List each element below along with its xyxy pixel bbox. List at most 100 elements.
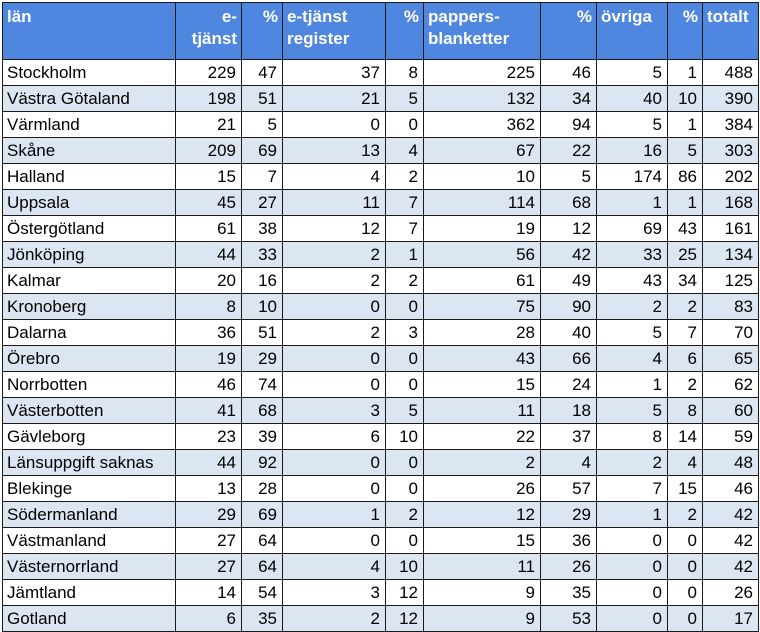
ovriga-pct-cell: 1 bbox=[667, 111, 703, 138]
header-etjanst-register: e-tjänst register bbox=[282, 2, 386, 60]
county-name-cell: Gotland bbox=[2, 605, 176, 632]
county-name-cell: Kronoberg bbox=[2, 293, 176, 320]
ovriga-pct-cell: 0 bbox=[667, 527, 703, 554]
table-row: Stockholm 229 47 37 8 225 46 5 1 488 bbox=[2, 59, 759, 86]
ovriga-pct-cell: 0 bbox=[667, 605, 703, 632]
table-row: Jönköping 44 33 2 1 56 42 33 25 134 bbox=[2, 241, 759, 268]
etjanst-pct-cell: 28 bbox=[241, 475, 283, 502]
ovriga-count-cell: 5 bbox=[596, 319, 668, 346]
ovriga-pct-cell: 25 bbox=[667, 241, 703, 268]
etjanst-pct-cell: 54 bbox=[241, 579, 283, 606]
pappers-count-cell: 12 bbox=[423, 501, 541, 528]
table-row: Västerbotten 41 68 3 5 11 18 5 8 60 bbox=[2, 397, 759, 424]
register-pct-cell: 0 bbox=[385, 449, 424, 476]
etjanst-count-cell: 20 bbox=[175, 267, 242, 294]
register-count-cell: 0 bbox=[282, 527, 386, 554]
pappers-pct-cell: 35 bbox=[540, 579, 597, 606]
pappers-pct-cell: 46 bbox=[540, 59, 597, 86]
pappers-pct-cell: 29 bbox=[540, 501, 597, 528]
county-name-cell: Västerbotten bbox=[2, 397, 176, 424]
register-pct-cell: 2 bbox=[385, 267, 424, 294]
etjanst-pct-cell: 29 bbox=[241, 345, 283, 372]
ovriga-pct-cell: 4 bbox=[667, 449, 703, 476]
register-count-cell: 0 bbox=[282, 345, 386, 372]
total-count-cell: 59 bbox=[702, 423, 759, 450]
etjanst-pct-cell: 27 bbox=[241, 189, 283, 216]
total-count-cell: 125 bbox=[702, 267, 759, 294]
register-pct-cell: 4 bbox=[385, 137, 424, 164]
ovriga-pct-cell: 0 bbox=[667, 579, 703, 606]
etjanst-pct-cell: 47 bbox=[241, 59, 283, 86]
pappers-pct-cell: 40 bbox=[540, 319, 597, 346]
register-pct-cell: 7 bbox=[385, 189, 424, 216]
pappers-pct-cell: 68 bbox=[540, 189, 597, 216]
pappers-count-cell: 75 bbox=[423, 293, 541, 320]
etjanst-count-cell: 8 bbox=[175, 293, 242, 320]
register-pct-cell: 5 bbox=[385, 85, 424, 112]
pappers-count-cell: 28 bbox=[423, 319, 541, 346]
etjanst-pct-cell: 10 bbox=[241, 293, 283, 320]
ovriga-pct-cell: 43 bbox=[667, 215, 703, 242]
total-count-cell: 42 bbox=[702, 553, 759, 580]
pappers-pct-cell: 90 bbox=[540, 293, 597, 320]
ovriga-count-cell: 5 bbox=[596, 111, 668, 138]
header-totalt: totalt bbox=[702, 2, 759, 60]
etjanst-count-cell: 27 bbox=[175, 527, 242, 554]
table-row: Gävleborg 23 39 6 10 22 37 8 14 59 bbox=[2, 423, 759, 450]
etjanst-pct-cell: 51 bbox=[241, 319, 283, 346]
ovriga-count-cell: 33 bbox=[596, 241, 668, 268]
register-count-cell: 2 bbox=[282, 319, 386, 346]
etjanst-count-cell: 198 bbox=[175, 85, 242, 112]
total-count-cell: 48 bbox=[702, 449, 759, 476]
register-pct-cell: 0 bbox=[385, 345, 424, 372]
ovriga-pct-cell: 8 bbox=[667, 397, 703, 424]
etjanst-count-cell: 29 bbox=[175, 501, 242, 528]
pappers-pct-cell: 94 bbox=[540, 111, 597, 138]
total-count-cell: 384 bbox=[702, 111, 759, 138]
table-row: Uppsala 45 27 11 7 114 68 1 1 168 bbox=[2, 189, 759, 216]
register-count-cell: 2 bbox=[282, 605, 386, 632]
etjanst-count-cell: 19 bbox=[175, 345, 242, 372]
pappers-count-cell: 11 bbox=[423, 553, 541, 580]
register-count-cell: 0 bbox=[282, 449, 386, 476]
etjanst-count-cell: 6 bbox=[175, 605, 242, 632]
etjanst-pct-cell: 38 bbox=[241, 215, 283, 242]
total-count-cell: 83 bbox=[702, 293, 759, 320]
header-pct-register: % bbox=[385, 2, 424, 60]
register-count-cell: 3 bbox=[282, 397, 386, 424]
table-row: Örebro 19 29 0 0 43 66 4 6 65 bbox=[2, 345, 759, 372]
register-pct-cell: 0 bbox=[385, 293, 424, 320]
table-row: Gotland 6 35 2 12 9 53 0 0 17 bbox=[2, 605, 759, 632]
register-pct-cell: 10 bbox=[385, 423, 424, 450]
etjanst-count-cell: 27 bbox=[175, 553, 242, 580]
county-name-cell: Jämtland bbox=[2, 579, 176, 606]
ovriga-pct-cell: 2 bbox=[667, 293, 703, 320]
register-pct-cell: 0 bbox=[385, 475, 424, 502]
pappers-count-cell: 43 bbox=[423, 345, 541, 372]
etjanst-count-cell: 21 bbox=[175, 111, 242, 138]
ovriga-count-cell: 1 bbox=[596, 501, 668, 528]
table-row: Västernorrland 27 64 4 10 11 26 0 0 42 bbox=[2, 553, 759, 580]
ovriga-count-cell: 2 bbox=[596, 449, 668, 476]
etjanst-pct-cell: 51 bbox=[241, 85, 283, 112]
pappers-pct-cell: 53 bbox=[540, 605, 597, 632]
ovriga-count-cell: 0 bbox=[596, 605, 668, 632]
register-count-cell: 0 bbox=[282, 475, 386, 502]
pappers-pct-cell: 22 bbox=[540, 137, 597, 164]
register-count-cell: 2 bbox=[282, 241, 386, 268]
header-pct-pappers: % bbox=[540, 2, 597, 60]
etjanst-pct-cell: 68 bbox=[241, 397, 283, 424]
pappers-count-cell: 56 bbox=[423, 241, 541, 268]
register-count-cell: 3 bbox=[282, 579, 386, 606]
register-count-cell: 2 bbox=[282, 267, 386, 294]
pappers-count-cell: 67 bbox=[423, 137, 541, 164]
county-name-cell: Gävleborg bbox=[2, 423, 176, 450]
etjanst-pct-cell: 39 bbox=[241, 423, 283, 450]
register-count-cell: 4 bbox=[282, 553, 386, 580]
ovriga-pct-cell: 2 bbox=[667, 501, 703, 528]
total-count-cell: 42 bbox=[702, 501, 759, 528]
ovriga-pct-cell: 6 bbox=[667, 345, 703, 372]
register-pct-cell: 12 bbox=[385, 579, 424, 606]
etjanst-count-cell: 36 bbox=[175, 319, 242, 346]
